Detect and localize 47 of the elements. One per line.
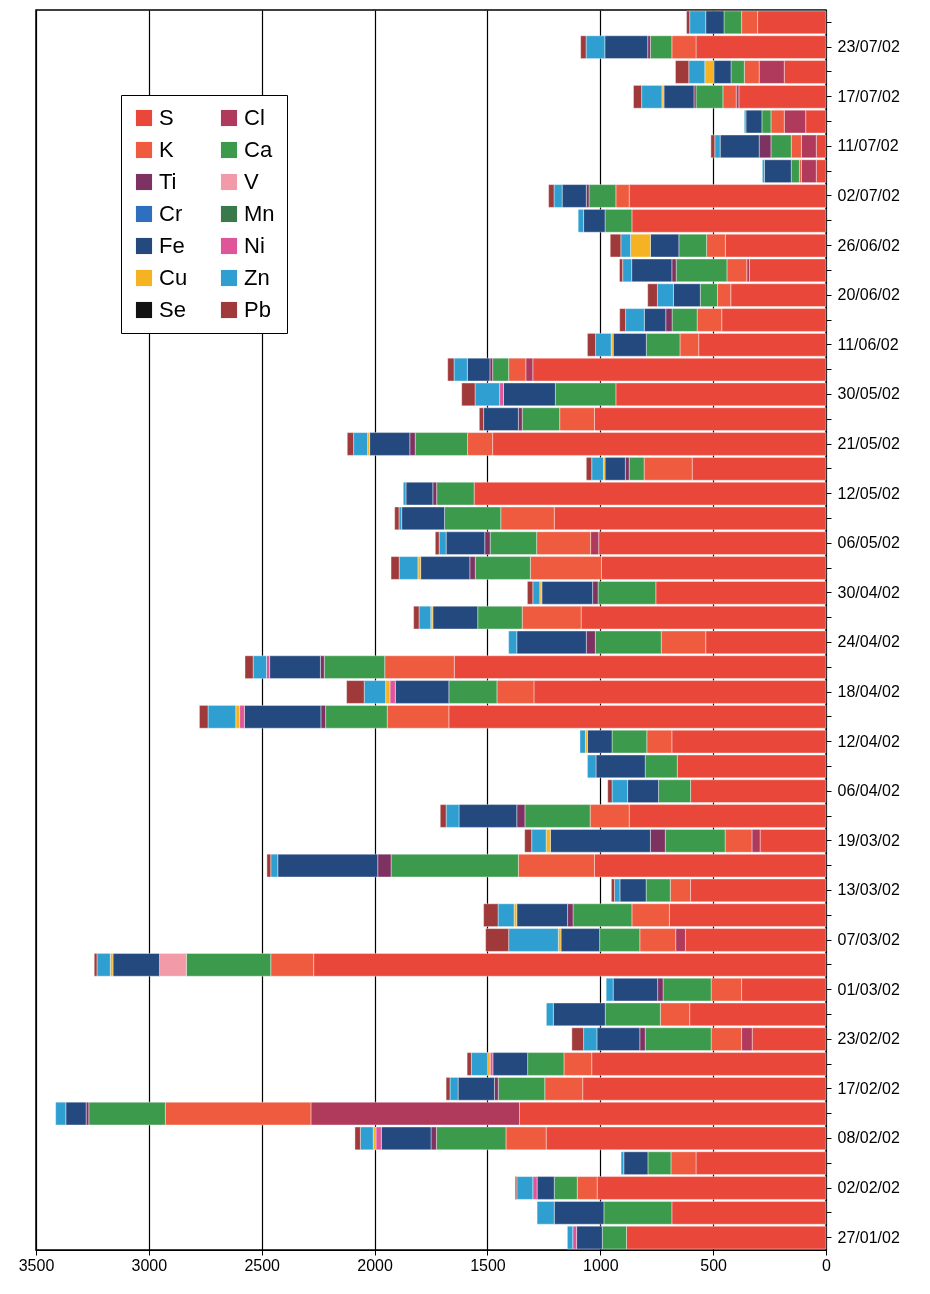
legend-label: K [159, 137, 174, 162]
y-tick-label: 20/06/02 [837, 286, 900, 304]
legend-label: Mn [244, 201, 275, 226]
y-tick-label: 13/03/02 [837, 881, 900, 899]
y-tick-label: 30/05/02 [837, 385, 900, 403]
x-tick-label: 0 [822, 1256, 832, 1274]
y-tick-label: 02/02/02 [837, 1179, 900, 1196]
y-tick-label: 11/07/02 [837, 137, 899, 155]
y-tick-label: 06/05/02 [837, 534, 900, 552]
y-tick-label: 26/06/02 [837, 236, 900, 254]
y-tick-label: 23/02/02 [837, 1030, 900, 1048]
y-tick-label: 18/04/02 [837, 683, 900, 700]
y-tick-label: 11/06/02 [837, 335, 899, 353]
legend-label: Fe [159, 233, 185, 258]
y-tick-label: 30/04/02 [837, 583, 900, 601]
legend-label: Cu [159, 265, 188, 290]
y-tick-label: 12/04/02 [837, 732, 900, 750]
y-tick-label: 08/02/02 [837, 1129, 900, 1147]
y-tick-label: 06/04/02 [837, 782, 900, 800]
legend-label: Cr [159, 201, 183, 226]
legend-label: Pb [244, 297, 271, 322]
legend-label: Zn [244, 265, 270, 290]
x-tick-label: 500 [700, 1256, 728, 1274]
x-tick-label: 1500 [470, 1256, 506, 1274]
y-tick-label: 21/05/02 [837, 435, 900, 452]
y-tick-label: 19/03/02 [837, 831, 900, 849]
legend-label: V [244, 169, 259, 194]
y-tick-label: 07/03/02 [837, 931, 900, 948]
x-tick-label: 3000 [131, 1256, 168, 1274]
legend-label: S [159, 105, 174, 130]
legend-label: Cl [244, 105, 265, 130]
y-tick-label: 24/04/02 [837, 633, 900, 651]
x-tick-label: 1000 [582, 1256, 619, 1274]
x-tick-label: 3500 [18, 1256, 55, 1274]
legend-label: Se [159, 297, 186, 322]
y-tick-label: 23/07/02 [837, 38, 900, 56]
legend-label: Ca [244, 137, 273, 162]
y-tick-label: 01/03/02 [837, 980, 900, 998]
x-tick-label: 2500 [244, 1256, 281, 1274]
y-tick-label: 17/07/02 [837, 87, 900, 105]
y-tick-label: 12/05/02 [837, 484, 900, 502]
x-tick-label: 2000 [357, 1256, 393, 1274]
y-tick-label: 02/07/02 [837, 187, 900, 204]
y-tick-label: 17/02/02 [837, 1079, 900, 1097]
y-tick-label: 27/01/02 [837, 1228, 900, 1246]
legend-label: Ti [159, 169, 177, 194]
legend-label: Ni [244, 233, 265, 258]
